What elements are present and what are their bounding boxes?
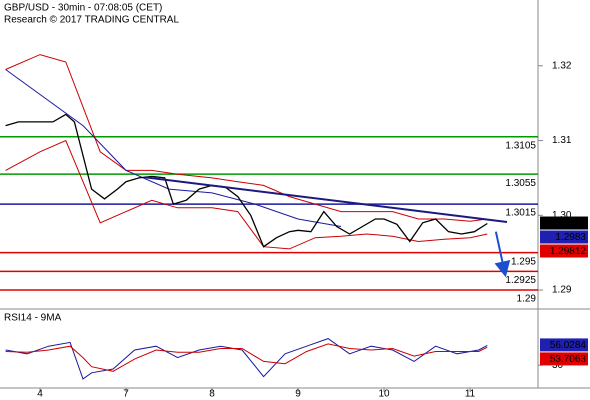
indicator-title: RSI14 - 9MA	[4, 313, 62, 324]
trend-line	[144, 176, 508, 223]
x-tick-label: 11	[465, 389, 476, 400]
y-tick-label: 1.32	[552, 60, 572, 71]
series-line	[5, 69, 342, 227]
value-box-label: 1.2989	[555, 218, 586, 229]
level-label: 1.3015	[505, 208, 536, 219]
x-tick-label: 7	[123, 389, 129, 400]
value-box	[540, 244, 588, 258]
series-line	[5, 139, 488, 250]
series-line	[5, 113, 488, 248]
series-line	[5, 343, 488, 372]
value-box	[540, 352, 588, 366]
level-label: 1.295	[511, 256, 536, 267]
chart-subtitle: Research © 2017 TRADING CENTRAL	[4, 15, 179, 26]
value-box-label: 56.0284	[550, 340, 587, 351]
x-tick-label: 4	[37, 389, 43, 400]
y-tick-label: 1.30	[552, 210, 572, 221]
x-tick-label: 9	[295, 389, 301, 400]
y-tick-label: 1.29	[552, 285, 572, 296]
value-box	[540, 216, 588, 230]
x-tick-label: 8	[209, 389, 215, 400]
series-line	[5, 54, 488, 222]
level-label: 1.3055	[505, 178, 536, 189]
arrow	[494, 231, 511, 278]
value-box	[540, 230, 588, 244]
value-box-label: 1.29812	[550, 246, 587, 257]
series-line	[5, 338, 488, 380]
y-tick-label: 1.31	[552, 135, 572, 146]
x-tick-label: 10	[378, 389, 390, 400]
level-label: 1.2925	[505, 275, 536, 286]
level-label: 1.3105	[505, 140, 536, 151]
value-box-label: 53.7063	[550, 354, 587, 365]
value-box	[540, 338, 588, 352]
value-box-label: 1.2983	[555, 232, 586, 243]
chart-title: GBP/USD - 30min - 07:08:05 (CET)	[4, 3, 162, 14]
level-label: 1.29	[517, 294, 537, 305]
